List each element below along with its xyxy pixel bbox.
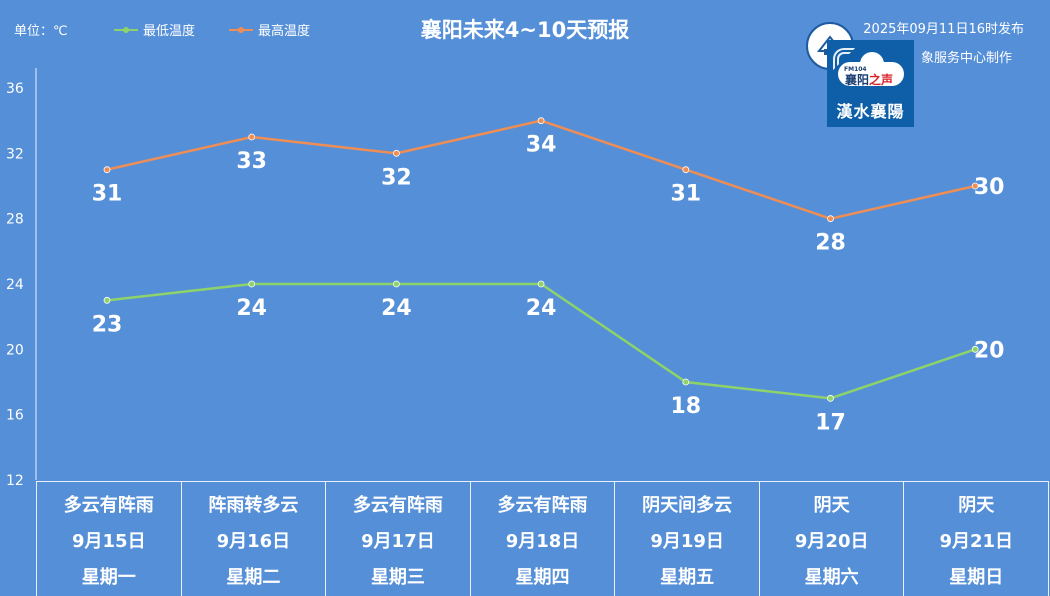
producer-label: 象服务中心制作 <box>920 51 1012 66</box>
data-label: 18 <box>670 394 701 419</box>
unit-label: 单位：℃ <box>14 24 68 39</box>
day-date: 9月16日 <box>216 531 291 552</box>
forecast-day: 多云有阵雨 9月18日 星期四 <box>471 482 616 596</box>
radio-station-logo: FM104 襄阳之声 漢水襄陽 <box>827 40 914 127</box>
data-point <box>682 378 690 386</box>
data-label: 31 <box>92 182 123 207</box>
forecast-day: 阴天 9月21日 星期日 <box>904 482 1050 596</box>
day-weather: 多云有阵雨 <box>497 495 588 516</box>
data-point <box>971 345 979 353</box>
data-label: 17 <box>815 410 846 435</box>
data-point <box>248 280 256 288</box>
forecast-day: 多云有阵雨 9月15日 星期一 <box>37 482 182 596</box>
data-point <box>827 215 834 223</box>
data-label: 34 <box>526 133 557 158</box>
day-weekday: 星期日 <box>949 567 1004 588</box>
data-point <box>392 149 400 157</box>
data-point <box>248 133 256 141</box>
y-tick-label: 20 <box>6 342 24 358</box>
day-weather: 阴天间多云 <box>642 495 733 516</box>
legend-max-label: 最高温度 <box>258 24 311 39</box>
data-label: 24 <box>526 296 557 321</box>
data-point <box>682 166 690 174</box>
data-labels: 23 24 24 24 18 17 20 31 33 32 34 31 28 30 <box>92 133 1005 436</box>
forecast-day: 阴天间多云 9月19日 星期五 <box>615 482 760 596</box>
day-date: 9月19日 <box>650 531 724 552</box>
data-label: 23 <box>92 312 123 337</box>
forecast-day: 阴天 9月20日 星期六 <box>760 482 905 596</box>
y-tick-label: 16 <box>6 408 24 424</box>
day-weather: 多云有阵雨 <box>352 495 443 516</box>
y-tick-label: 24 <box>6 277 24 293</box>
data-label: 31 <box>670 182 701 207</box>
day-date: 9月18日 <box>505 531 580 552</box>
forecast-day: 多云有阵雨 9月17日 星期三 <box>326 482 471 596</box>
data-label: 24 <box>381 296 412 321</box>
day-date: 9月21日 <box>939 531 1014 552</box>
legend-min-swatch <box>114 26 138 33</box>
data-point <box>103 296 111 304</box>
day-date: 9月17日 <box>361 531 435 552</box>
data-point <box>537 280 545 288</box>
day-weekday: 星期三 <box>370 567 425 588</box>
logo-fm: FM104 <box>844 66 867 73</box>
cloud-icon <box>838 52 904 86</box>
day-weekday: 星期六 <box>804 567 859 588</box>
day-date: 9月20日 <box>794 531 869 552</box>
day-weekday: 星期二 <box>226 567 281 588</box>
data-label: 33 <box>236 149 267 174</box>
forecast-day: 阵雨转多云 9月16日 星期二 <box>182 482 327 596</box>
data-point <box>827 394 834 402</box>
y-tick-label: 28 <box>6 212 24 228</box>
legend-item-min: 最低温度 <box>114 20 195 39</box>
forecast-table: 多云有阵雨 9月15日 星期一 阵雨转多云 9月16日 星期二 多云有阵雨 9月… <box>36 481 1050 596</box>
logo-name: 襄阳之声 <box>845 73 894 87</box>
data-point <box>537 117 545 125</box>
legend-item-max: 最高温度 <box>229 20 310 39</box>
logo-calligraphy: 漢水襄陽 <box>836 102 905 121</box>
data-point <box>103 166 111 174</box>
y-tick-label: 12 <box>6 473 24 489</box>
series-lines <box>103 117 979 402</box>
day-weather: 阴天 <box>813 495 850 516</box>
y-tick-label: 36 <box>6 81 24 97</box>
day-weekday: 星期一 <box>81 567 136 588</box>
day-weekday: 星期四 <box>515 567 570 588</box>
day-date: 9月15日 <box>72 531 146 552</box>
signal-inner-icon <box>837 52 851 66</box>
day-weekday: 星期五 <box>660 567 715 588</box>
legend-max-swatch <box>229 26 253 33</box>
data-label: 24 <box>236 296 267 321</box>
data-label: 28 <box>815 231 846 256</box>
data-point <box>971 182 979 190</box>
day-weather: 阵雨转多云 <box>208 495 299 516</box>
y-tick-label: 32 <box>6 146 24 162</box>
data-label: 32 <box>381 165 412 190</box>
publish-time: 2025年09月11日16时发布 <box>863 22 1024 37</box>
data-point <box>392 280 400 288</box>
y-axis: 12 16 20 24 28 32 36 <box>6 68 37 489</box>
data-label: 30 <box>974 175 1005 200</box>
day-weather: 多云有阵雨 <box>63 495 154 516</box>
legend-min-label: 最低温度 <box>143 24 196 39</box>
data-label: 20 <box>974 338 1005 363</box>
signal-icon <box>833 48 855 70</box>
day-weather: 阴天 <box>958 495 995 516</box>
